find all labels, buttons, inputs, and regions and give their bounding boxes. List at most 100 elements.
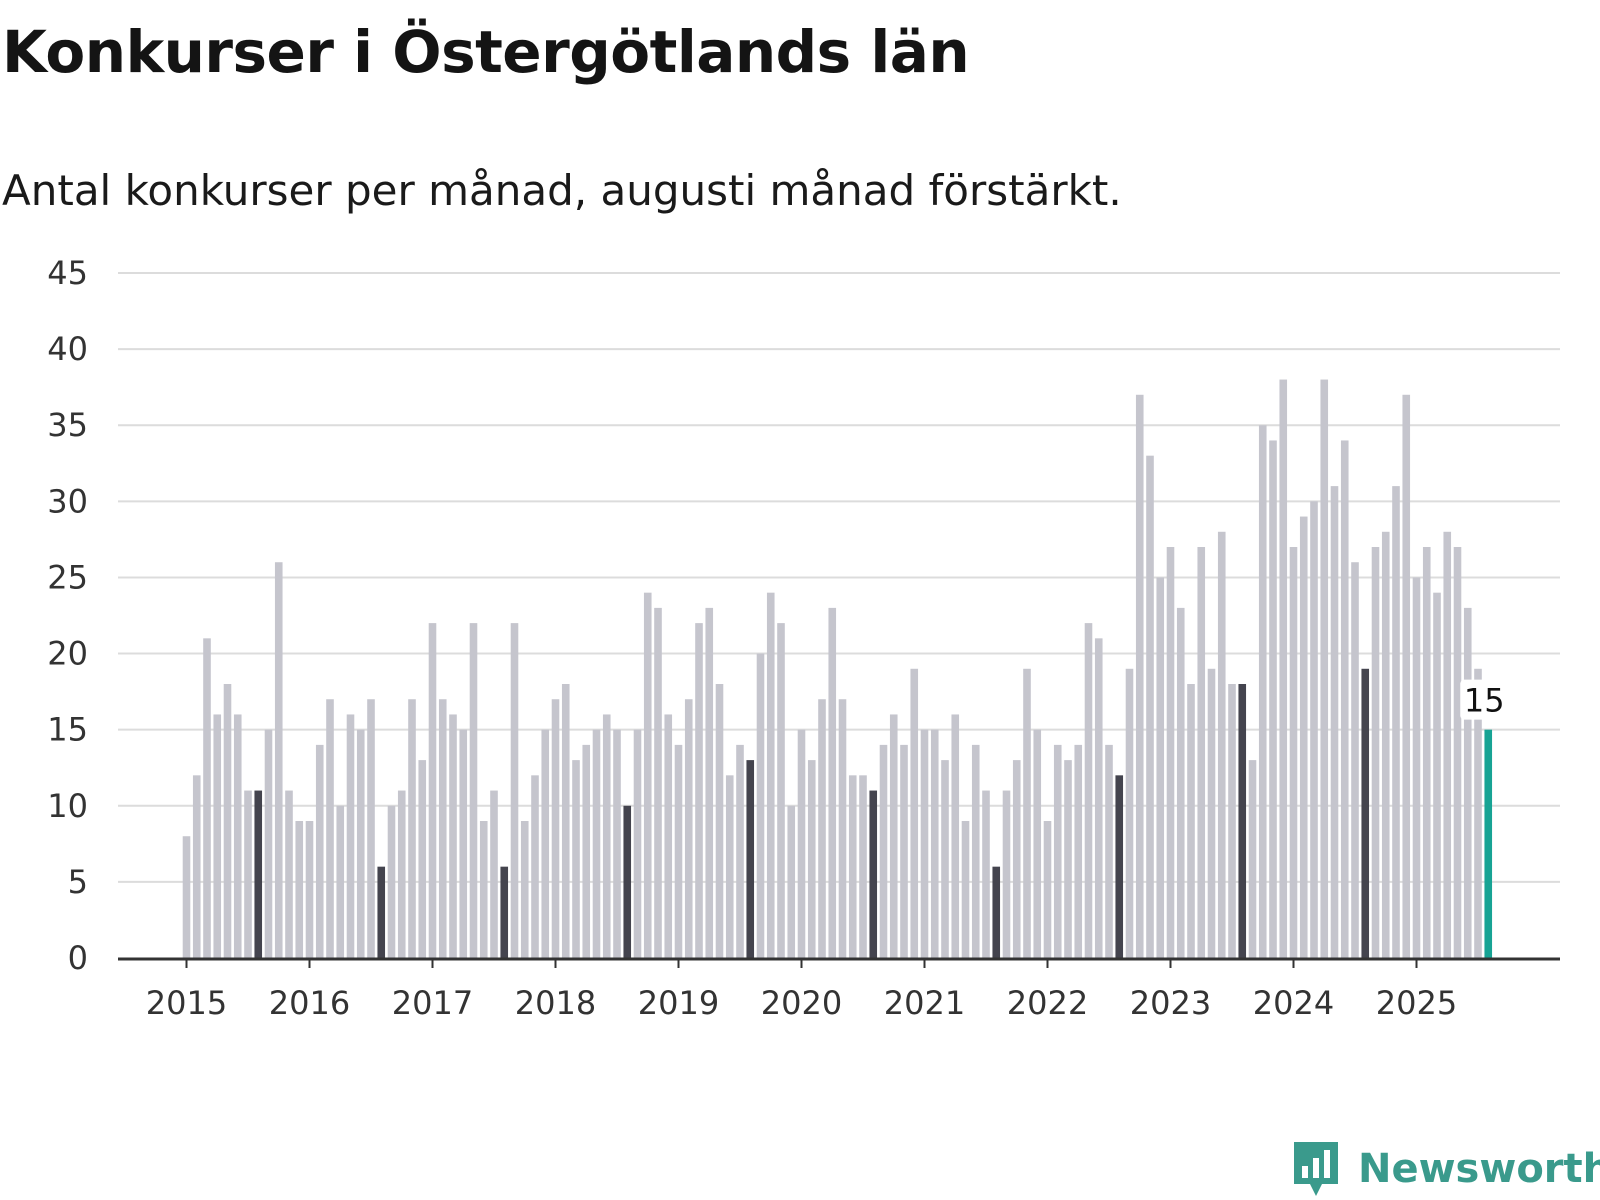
bar <box>223 684 232 958</box>
bar <box>1074 744 1083 958</box>
bar <box>1463 607 1472 958</box>
bar <box>797 729 806 958</box>
x-tick-label: 2021 <box>884 984 965 1022</box>
bar <box>203 638 211 958</box>
data-label: 15 <box>1464 682 1505 720</box>
bar <box>951 714 960 958</box>
bar <box>623 805 632 958</box>
bar <box>449 714 457 958</box>
bar <box>900 744 908 958</box>
bar <box>387 805 396 958</box>
y-tick-label: 30 <box>47 482 88 520</box>
bar <box>1135 394 1144 958</box>
bar <box>438 699 447 958</box>
bar <box>551 699 560 958</box>
x-axis-ticks: 2015 2016 2017 2018 2019 2020 2021 2022 2023 2024… <box>146 958 1457 1022</box>
bar <box>1166 547 1175 958</box>
bar <box>397 790 406 958</box>
bar <box>664 714 673 958</box>
bar <box>1443 531 1452 958</box>
bar <box>1269 440 1277 958</box>
bar <box>1330 486 1339 958</box>
bar <box>725 775 734 958</box>
bar <box>592 729 601 958</box>
bar <box>910 668 919 958</box>
bar <box>654 607 662 958</box>
bar <box>1228 684 1236 958</box>
bar <box>828 607 837 958</box>
bar <box>602 714 611 958</box>
bar <box>1258 425 1267 958</box>
bar <box>1351 562 1359 958</box>
bar <box>1299 516 1308 958</box>
bar <box>643 592 652 958</box>
y-tick-label: 10 <box>47 787 88 825</box>
bar <box>572 760 580 958</box>
bar <box>1474 668 1482 958</box>
bar <box>1084 623 1093 958</box>
newsworthy-logo: Newsworthy <box>1290 1140 1600 1198</box>
bar <box>971 744 980 958</box>
bar <box>1115 775 1124 958</box>
bar <box>285 790 293 958</box>
bar <box>541 729 550 958</box>
bar <box>1125 668 1134 958</box>
bar <box>1361 668 1370 958</box>
bar <box>879 744 888 958</box>
bar <box>1381 531 1390 958</box>
bar <box>633 729 642 958</box>
bar <box>428 623 437 958</box>
x-tick-label: 2019 <box>638 984 719 1022</box>
bar <box>1197 547 1206 958</box>
bar <box>469 623 478 958</box>
bar <box>818 699 826 958</box>
y-tick-label: 35 <box>47 406 88 444</box>
bar <box>1012 760 1021 958</box>
bar <box>1146 455 1154 958</box>
bar <box>705 607 714 958</box>
bar <box>264 729 273 958</box>
bar <box>1310 501 1318 958</box>
x-tick-label: 2020 <box>761 984 842 1022</box>
bar <box>233 714 242 958</box>
x-tick-label: 2023 <box>1130 984 1211 1022</box>
bar <box>613 729 621 958</box>
chart-subtitle: Antal konkurser per månad, augusti månad… <box>2 166 1122 215</box>
bar <box>1064 760 1072 958</box>
bar <box>346 714 355 958</box>
bar <box>1371 547 1380 958</box>
bar <box>1248 760 1257 958</box>
bar <box>254 790 263 958</box>
bar <box>715 684 724 958</box>
y-tick-label: 15 <box>47 711 88 749</box>
bar <box>295 821 304 958</box>
bar <box>274 562 283 958</box>
bar <box>490 790 498 958</box>
bar <box>766 592 775 958</box>
bar <box>1453 547 1462 958</box>
bar <box>1002 790 1011 958</box>
bar <box>777 623 785 958</box>
bar <box>1023 668 1031 958</box>
bar <box>1412 577 1421 958</box>
bar <box>1392 486 1400 958</box>
bar <box>356 729 365 958</box>
bar <box>531 775 539 958</box>
newsworthy-logo-icon <box>1294 1142 1338 1196</box>
x-tick-label: 2015 <box>146 984 227 1022</box>
bar <box>213 714 222 958</box>
bar <box>1176 607 1185 958</box>
y-tick-label: 0 <box>68 939 88 977</box>
bar <box>869 790 878 958</box>
bar <box>1217 531 1226 958</box>
y-tick-label: 20 <box>47 635 88 673</box>
bar <box>510 623 519 958</box>
bar <box>889 714 898 958</box>
bar <box>244 790 252 958</box>
bar <box>418 760 427 958</box>
bar <box>961 821 970 958</box>
y-tick-label: 45 <box>47 254 88 292</box>
bar <box>367 699 375 958</box>
chart-title: Konkurser i Östergötlands län <box>2 18 970 86</box>
y-axis-ticks: 0 5 10 15 20 25 30 35 40 45 <box>47 254 88 977</box>
